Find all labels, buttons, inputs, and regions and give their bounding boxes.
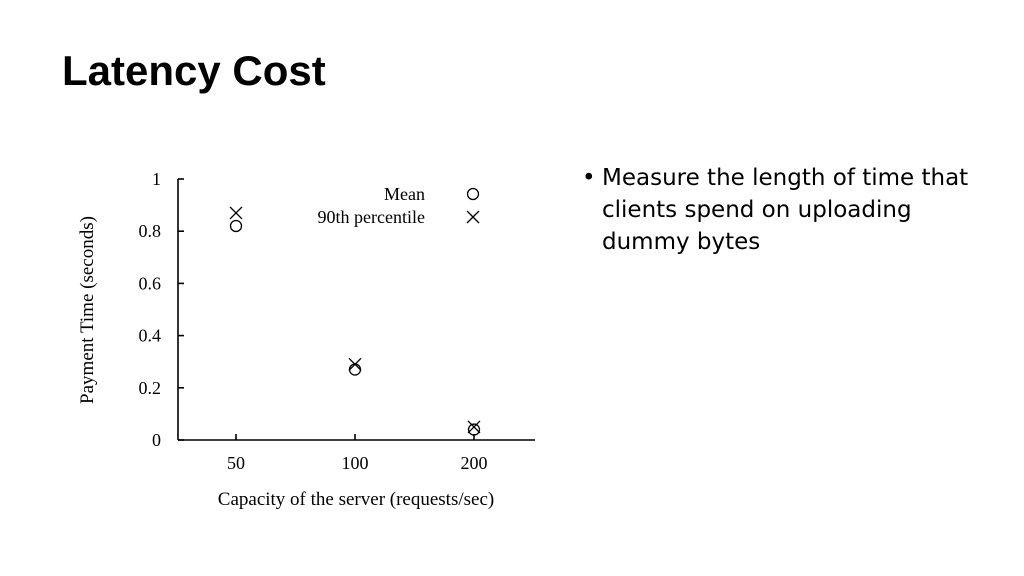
p90-point: [467, 420, 481, 434]
x-tick-label: 100: [342, 453, 369, 473]
x-mark-stroke: [229, 206, 243, 220]
legend-label: Mean: [384, 184, 425, 204]
slide-title: Latency Cost: [62, 47, 326, 94]
chart-marks: [229, 206, 481, 436]
x-mark-stroke: [348, 357, 362, 371]
y-tick-label: 1: [152, 169, 161, 189]
x-tick-label: 50: [227, 453, 245, 473]
legend-circle-marker: [466, 187, 480, 201]
bullet-item: Measure the length of time that clients …: [578, 162, 998, 258]
p90-point: [348, 357, 362, 371]
chart-ticks: 0 0.2 0.4 0.6 0.8 1 50 100 200: [139, 169, 488, 473]
x-axis-label: Capacity of the server (requests/sec): [218, 489, 494, 510]
bullet-list: Measure the length of time that clients …: [578, 162, 998, 258]
chart-legend: Mean 90th percentile: [318, 184, 480, 227]
legend-label: 90th percentile: [318, 207, 425, 227]
y-tick-label: 0: [152, 430, 161, 450]
chart-axes: [177, 179, 535, 441]
mean-point: [348, 363, 362, 376]
y-axis-label: Payment Time (seconds): [77, 216, 98, 404]
x-tick-label: 200: [461, 453, 488, 473]
mean-point: [229, 219, 243, 233]
y-tick-label: 0.6: [139, 273, 162, 293]
y-tick-label: 0.2: [139, 378, 162, 398]
mean-point: [467, 423, 481, 436]
x-mark-stroke: [467, 420, 481, 434]
legend-x-marker: [466, 210, 480, 224]
p90-point: [229, 206, 243, 220]
x-mark-stroke: [466, 210, 480, 224]
y-tick-label: 0.4: [139, 326, 162, 346]
y-tick-label: 0.8: [139, 221, 162, 241]
